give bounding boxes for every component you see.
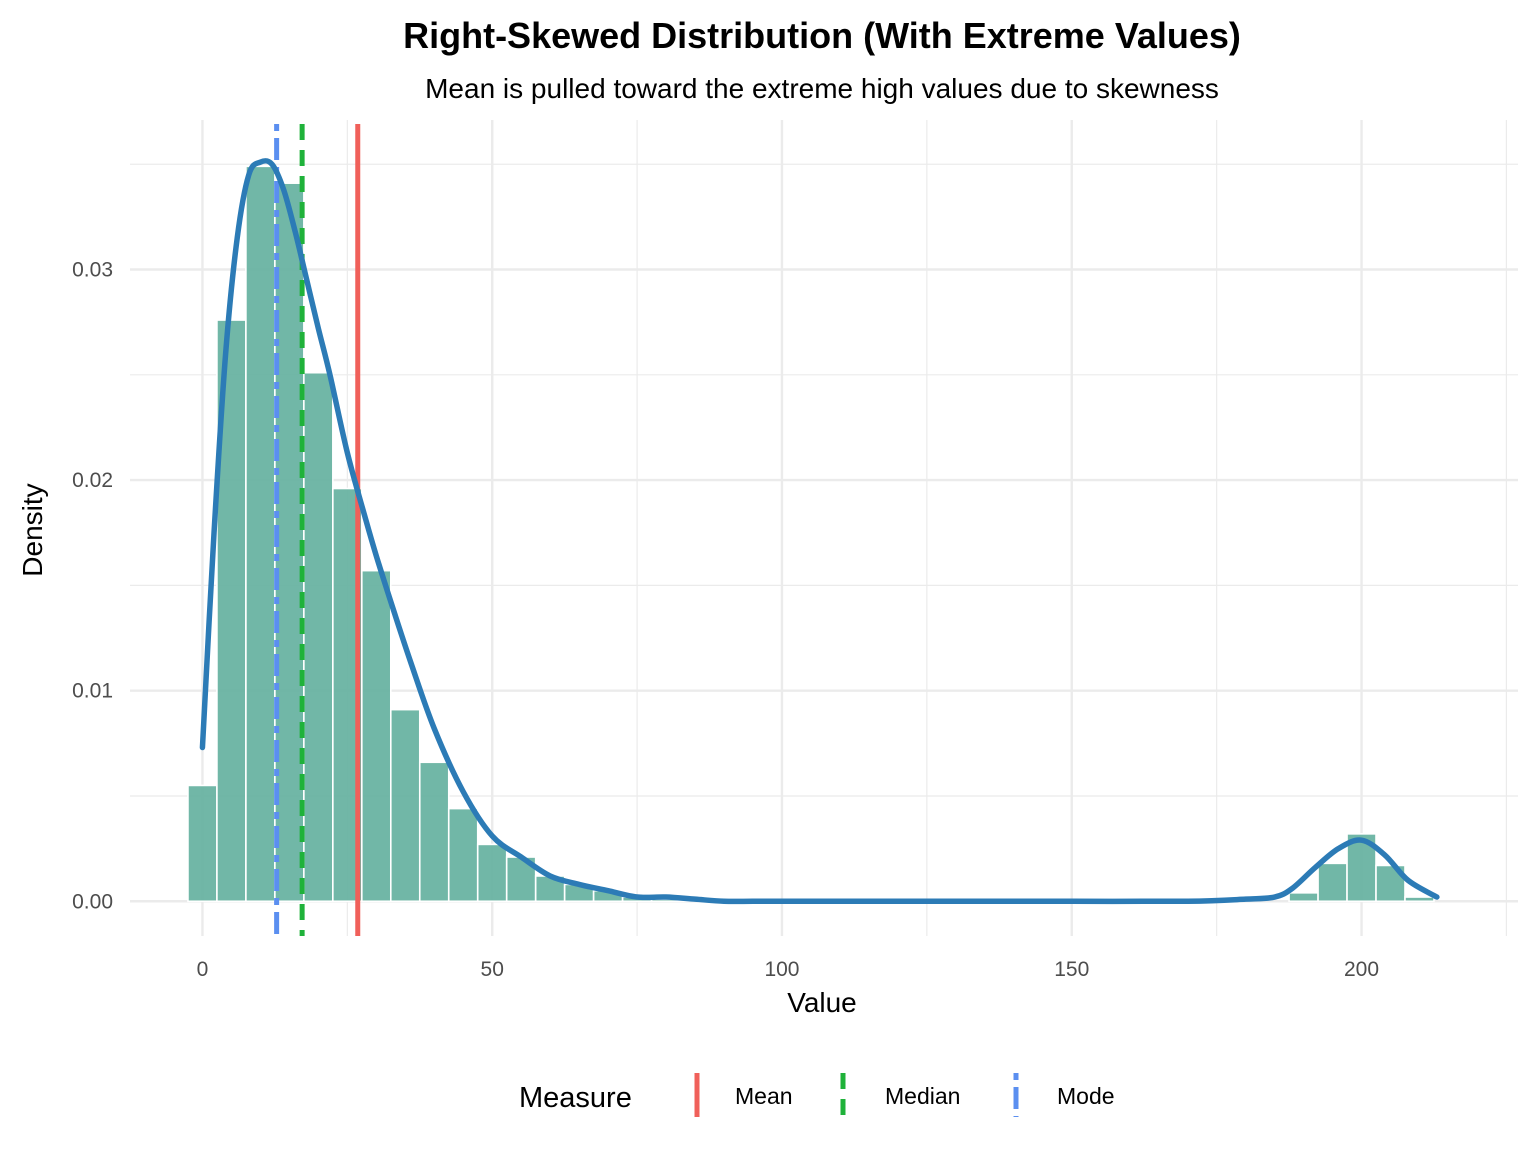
histogram-bar xyxy=(187,784,218,903)
x-tick-label: 0 xyxy=(197,958,209,981)
density-curve-group xyxy=(199,158,1440,905)
chart-subtitle: Mean is pulled toward the extreme high v… xyxy=(425,73,1219,104)
x-axis-ticks: 0 50 100 150 200 xyxy=(197,958,1379,981)
legend-title: Measure xyxy=(519,1082,632,1114)
histogram-bar xyxy=(245,165,276,903)
histogram-bar xyxy=(361,569,392,903)
histogram-bar xyxy=(303,371,334,903)
y-axis-label: Density xyxy=(17,483,48,576)
histogram-bar xyxy=(447,807,479,903)
histogram-bar xyxy=(476,843,508,903)
x-axis-label: Value xyxy=(787,987,857,1018)
histogram-bar xyxy=(418,761,450,903)
y-tick-label: 0.01 xyxy=(72,680,113,703)
x-tick-label: 100 xyxy=(764,958,799,981)
x-tick-label: 50 xyxy=(481,958,504,981)
y-tick-label: 0.00 xyxy=(72,890,113,913)
histogram-bar xyxy=(1288,892,1319,903)
legend-label-mean: Mean xyxy=(735,1083,793,1109)
y-tick-label: 0.03 xyxy=(72,259,113,282)
legend: Measure Mean Median Mode xyxy=(519,1073,1115,1117)
x-tick-label: 200 xyxy=(1344,958,1379,981)
legend-label-median: Median xyxy=(885,1083,960,1109)
chart-title: Right-Skewed Distribution (With Extreme … xyxy=(403,15,1241,56)
histogram-bar xyxy=(1404,896,1435,903)
legend-entries: Mean Median Mode xyxy=(694,1073,1115,1117)
x-tick-label: 150 xyxy=(1054,958,1089,981)
density-curve xyxy=(199,158,1440,905)
legend-label-mode: Mode xyxy=(1057,1083,1115,1109)
y-tick-label: 0.02 xyxy=(72,469,113,492)
y-axis-ticks: 0.00 0.01 0.02 0.03 xyxy=(72,259,113,914)
histogram-bar xyxy=(389,708,421,903)
histogram-bar xyxy=(274,182,305,903)
histogram-bar xyxy=(1317,862,1348,903)
histogram-bar xyxy=(1375,864,1406,903)
